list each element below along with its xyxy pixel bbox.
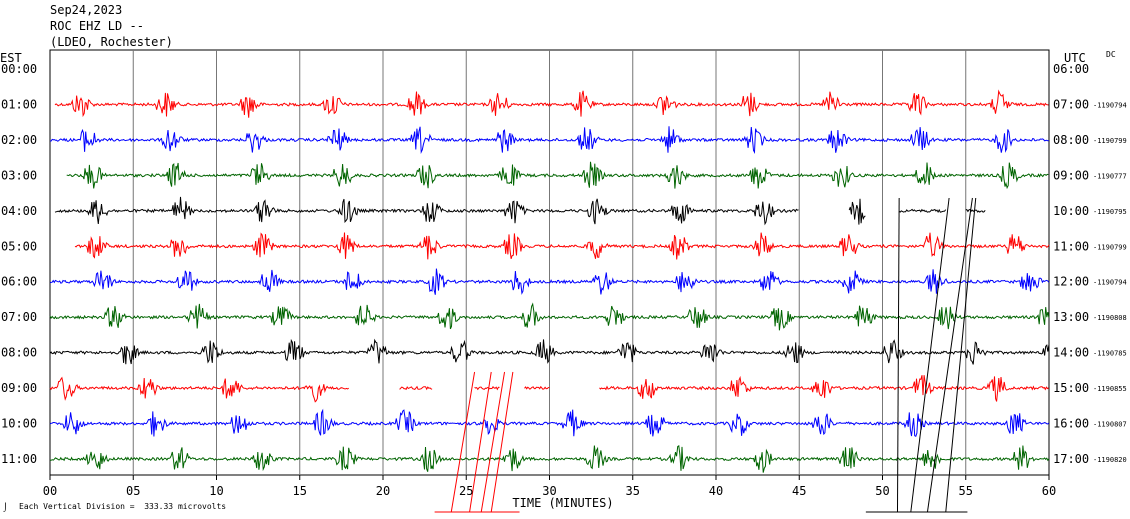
utc-hour-label: 10:00 bbox=[1053, 204, 1089, 218]
est-hour-label: 00:00 bbox=[1, 62, 37, 76]
header-station: ROC EHZ LD -- bbox=[50, 19, 144, 33]
x-tick-label: 10 bbox=[209, 484, 223, 498]
x-tick-label: 05 bbox=[126, 484, 140, 498]
seismic-trace bbox=[599, 375, 1049, 402]
est-hour-label: 05:00 bbox=[1, 239, 37, 253]
seismic-trace bbox=[524, 385, 550, 390]
glitch-line bbox=[910, 197, 950, 513]
glitch-line bbox=[926, 197, 973, 513]
trace-offset-label: -1190820 bbox=[1093, 456, 1127, 464]
utc-hour-label: 13:00 bbox=[1053, 310, 1089, 324]
trace-offset-label: -1190794 bbox=[1093, 101, 1127, 109]
x-tick-label: 20 bbox=[376, 484, 390, 498]
glitch-line bbox=[480, 371, 506, 513]
trace-offset-label: -1190785 bbox=[1093, 350, 1127, 358]
utc-hour-label: 14:00 bbox=[1053, 346, 1089, 360]
x-tick-label: 30 bbox=[542, 484, 556, 498]
glitch-line bbox=[945, 197, 977, 513]
utc-hour-label: 07:00 bbox=[1053, 97, 1089, 111]
seismic-trace bbox=[74, 232, 1050, 260]
utc-hour-label: 12:00 bbox=[1053, 275, 1089, 289]
x-tick-label: 40 bbox=[709, 484, 723, 498]
trace-offset-label: -1190799 bbox=[1093, 243, 1127, 251]
right-timezone-label: UTC bbox=[1064, 51, 1086, 65]
trace-offset-label: -1190808 bbox=[1093, 314, 1127, 322]
glitch-line-group bbox=[434, 197, 977, 513]
x-tick-label: 55 bbox=[959, 484, 973, 498]
seismic-trace bbox=[49, 268, 1050, 295]
seismic-trace bbox=[49, 302, 1050, 331]
header-date: Sep24,2023 bbox=[50, 3, 123, 17]
x-tick-label: 15 bbox=[293, 484, 307, 498]
trace-offset-label: -1190855 bbox=[1093, 385, 1127, 393]
glitch-line bbox=[469, 371, 492, 513]
seismic-trace bbox=[49, 445, 1050, 473]
glitch-line bbox=[450, 371, 476, 513]
utc-hour-label: 09:00 bbox=[1053, 168, 1089, 182]
seismic-trace bbox=[49, 126, 1049, 155]
x-axis-label: TIME (MINUTES) bbox=[512, 496, 613, 510]
plot-grid bbox=[49, 49, 1050, 480]
seismic-trace bbox=[54, 196, 799, 226]
seismic-trace bbox=[66, 161, 1049, 190]
utc-hour-label: 11:00 bbox=[1053, 239, 1089, 253]
est-hour-label: 06:00 bbox=[1, 275, 37, 289]
dc-label: DC bbox=[1106, 50, 1116, 59]
utc-hour-label: 08:00 bbox=[1053, 133, 1089, 147]
utc-hour-label: 06:00 bbox=[1053, 62, 1089, 76]
est-hour-label: 10:00 bbox=[1, 417, 37, 431]
trace-offset-label: -1190777 bbox=[1093, 172, 1127, 180]
utc-hour-label: 15:00 bbox=[1053, 381, 1089, 395]
est-hour-label: 07:00 bbox=[1, 310, 37, 324]
est-hour-label: 02:00 bbox=[1, 133, 37, 147]
trace-offset-label: -1190799 bbox=[1093, 137, 1127, 145]
label-group: 00 05 10 15 20 25 30 35 40 45 50 55 60 TIME (MINUTES)… bbox=[1, 62, 1127, 510]
left-timezone-label: EST bbox=[0, 51, 22, 65]
seismic-trace bbox=[848, 198, 866, 225]
glitch-line bbox=[896, 197, 900, 513]
seismic-trace bbox=[49, 408, 1050, 438]
scale-icon: ⌡ bbox=[3, 503, 8, 512]
utc-hour-label: 17:00 bbox=[1053, 452, 1089, 466]
x-tick-label: 35 bbox=[626, 484, 640, 498]
seismic-trace bbox=[54, 89, 1049, 118]
trace-group bbox=[49, 89, 1050, 473]
scale-note: Each Vertical Division = 333.33 microvol… bbox=[19, 502, 227, 511]
trace-offset-label: -1190807 bbox=[1093, 421, 1127, 429]
est-hour-label: 01:00 bbox=[1, 97, 37, 111]
x-tick-label: 45 bbox=[792, 484, 806, 498]
est-hour-label: 11:00 bbox=[1, 452, 37, 466]
seismic-trace bbox=[965, 208, 986, 213]
utc-hour-label: 16:00 bbox=[1053, 417, 1089, 431]
x-tick-label: 25 bbox=[459, 484, 473, 498]
glitch-line bbox=[490, 371, 514, 513]
est-hour-label: 03:00 bbox=[1, 168, 37, 182]
trace-offset-label: -1190794 bbox=[1093, 279, 1127, 287]
x-tick-label: 00 bbox=[43, 484, 57, 498]
x-tick-label: 60 bbox=[1042, 484, 1056, 498]
est-hour-label: 09:00 bbox=[1, 381, 37, 395]
trace-offset-label: -1190795 bbox=[1093, 208, 1127, 216]
seismic-trace bbox=[474, 385, 500, 391]
seismic-trace bbox=[898, 208, 947, 214]
x-tick-label: 50 bbox=[875, 484, 889, 498]
est-hour-label: 04:00 bbox=[1, 204, 37, 218]
seismic-trace bbox=[49, 338, 1050, 365]
seismic-trace bbox=[49, 376, 349, 403]
seismic-trace bbox=[399, 385, 433, 391]
est-hour-label: 08:00 bbox=[1, 346, 37, 360]
header-network: (LDEO, Rochester) bbox=[50, 35, 173, 49]
